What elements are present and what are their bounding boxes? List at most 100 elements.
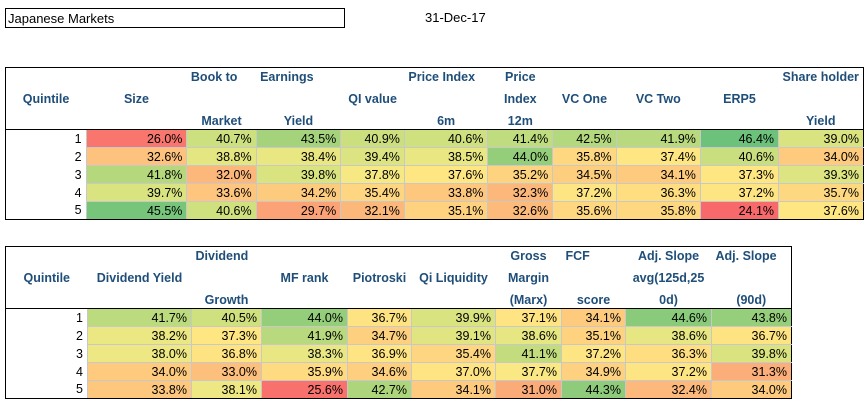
- column-header-label: MF rank: [280, 270, 329, 285]
- column-header-top: Price: [505, 69, 536, 84]
- table2-header-7: FCF score: [561, 246, 626, 309]
- table-row: 1 26.0% 40.7% 43.5% 40.9% 40.6% 41.4% 42.5% 41.9…: [5, 129, 864, 148]
- table-cell: 34.2%: [255, 183, 342, 202]
- table-cell: 32.4%: [625, 380, 712, 399]
- table-cell: 38.6%: [625, 326, 712, 345]
- table-cell: 32.3%: [487, 183, 554, 202]
- table-cell: 26.0%: [85, 129, 188, 148]
- column-header-label: ERP5: [723, 91, 756, 106]
- table-cell: 38.3%: [261, 344, 348, 363]
- table-cell: 39.0%: [778, 129, 864, 148]
- table-cell: 36.7%: [347, 308, 412, 327]
- table-cell: 37.0%: [411, 362, 496, 381]
- table-cell: 35.9%: [261, 362, 348, 381]
- table-cell: 38.2%: [87, 326, 192, 345]
- quintile-table-1: Quintile Size Book to Market Earnings Yield QI…: [5, 67, 864, 220]
- table-cell: 35.8%: [615, 201, 701, 220]
- column-header-label: Size: [123, 91, 149, 106]
- quintile-label: 1: [5, 308, 88, 327]
- table-cell: 38.8%: [186, 147, 257, 166]
- column-header-label: Quintile: [23, 270, 71, 285]
- column-header-mid: Margin: [508, 270, 549, 285]
- table-cell: 34.7%: [347, 326, 412, 345]
- column-header-mid: Index: [503, 91, 537, 106]
- quintile-label: 3: [5, 344, 88, 363]
- quintile-label: 3: [5, 165, 87, 184]
- quintile-label: 5: [5, 380, 88, 399]
- column-header-bottom: 0d): [659, 292, 678, 307]
- table-cell: 41.7%: [87, 308, 192, 327]
- table-cell: 35.2%: [487, 165, 554, 184]
- column-header-bottom: Growth: [204, 292, 249, 307]
- table-cell: 37.1%: [495, 308, 562, 327]
- table-cell: 34.0%: [711, 380, 792, 399]
- column-header-mid: avg(125d,25: [632, 270, 705, 285]
- column-header-bottom: Market: [201, 113, 242, 128]
- table-cell: 37.4%: [615, 147, 701, 166]
- table-row: 4 34.0% 33.0% 35.9% 34.6% 37.0% 37.7% 34.9% 37.2…: [5, 362, 792, 381]
- column-header-top: Dividend: [195, 248, 249, 263]
- column-header-top: Gross: [510, 248, 547, 263]
- table-cell: 38.1%: [191, 380, 262, 399]
- table-cell: 38.5%: [403, 147, 489, 166]
- table1-header-4: QI value: [340, 67, 405, 130]
- table1-header-9: ERP5: [700, 67, 779, 130]
- table-cell: 41.9%: [261, 326, 348, 345]
- table-cell: 44.0%: [261, 308, 348, 327]
- table-cell: 33.8%: [403, 183, 489, 202]
- table-cell: 34.5%: [552, 165, 617, 184]
- table-cell: 37.2%: [561, 344, 626, 363]
- table-cell: 32.6%: [487, 201, 554, 220]
- table-cell: 44.0%: [487, 147, 554, 166]
- table1-header-1: Size: [86, 67, 187, 130]
- column-header-bottom: score: [576, 292, 611, 307]
- quintile-table-2: Quintile Dividend Yield Dividend Growth MF r…: [5, 246, 792, 399]
- table2-header-5: Qi Liquidity: [411, 246, 496, 309]
- table-cell: 32.0%: [186, 165, 257, 184]
- table-cell: 34.6%: [347, 362, 412, 381]
- table2-header-9: Adj. Slope (90d): [711, 246, 792, 309]
- column-header-bottom: 12m: [507, 113, 533, 128]
- column-header-label: QI value: [348, 91, 397, 106]
- table-row: 3 41.8% 32.0% 39.8% 37.8% 37.6% 35.2% 34.5% 34.1…: [5, 165, 864, 184]
- column-header-label: VC One: [561, 91, 608, 106]
- table-cell: 33.8%: [87, 380, 192, 399]
- table-cell: 34.0%: [778, 147, 864, 166]
- column-header-top: Book to: [190, 69, 238, 84]
- table-cell: 46.4%: [699, 129, 780, 148]
- table-cell: 37.3%: [191, 326, 262, 345]
- column-header-bottom: (Marx): [509, 292, 548, 307]
- table-cell: 39.1%: [411, 326, 496, 345]
- table-cell: 38.6%: [495, 326, 562, 345]
- table-cell: 43.8%: [711, 308, 792, 327]
- table1-header-5: Price Index 6m: [404, 67, 488, 130]
- table-cell: 35.1%: [403, 201, 489, 220]
- table-cell: 45.5%: [85, 201, 188, 220]
- table-row: 3 38.0% 36.8% 38.3% 36.9% 35.4% 41.1% 37.2% 36.3…: [5, 344, 792, 363]
- table-cell: 41.1%: [495, 344, 562, 363]
- column-header-top: Adj. Slope: [637, 248, 700, 263]
- column-header-label: Quintile: [22, 91, 70, 106]
- table-cell: 34.1%: [615, 165, 701, 184]
- table2-header-8: Adj. Slope avg(125d,25 0d): [625, 246, 712, 309]
- table-cell: 40.7%: [186, 129, 257, 148]
- page-title: Japanese Markets: [8, 11, 115, 26]
- table-row: 2 32.6% 38.8% 38.4% 39.4% 38.5% 44.0% 35.8% 37.4…: [5, 147, 864, 166]
- table-cell: 35.7%: [778, 183, 864, 202]
- table-cell: 25.6%: [261, 380, 348, 399]
- table-cell: 34.1%: [411, 380, 496, 399]
- column-header-top: Earnings: [260, 69, 314, 84]
- table-cell: 44.3%: [561, 380, 626, 399]
- table-cell: 36.3%: [615, 183, 701, 202]
- table-row: 5 33.8% 38.1% 25.6% 42.7% 34.1% 31.0% 44.3% 32.4…: [5, 380, 792, 399]
- table-cell: 41.9%: [615, 129, 701, 148]
- quintile-label: 2: [5, 326, 88, 345]
- table-cell: 41.8%: [85, 165, 188, 184]
- column-header-top: FCF: [565, 248, 590, 263]
- table-row: 2 38.2% 37.3% 41.9% 34.7% 39.1% 38.6% 35.1% 38.6…: [5, 326, 792, 345]
- table-cell: 40.6%: [186, 201, 257, 220]
- table-cell: 40.6%: [403, 129, 489, 148]
- table-cell: 40.9%: [340, 129, 405, 148]
- table-cell: 31.0%: [495, 380, 562, 399]
- table-cell: 32.1%: [340, 201, 405, 220]
